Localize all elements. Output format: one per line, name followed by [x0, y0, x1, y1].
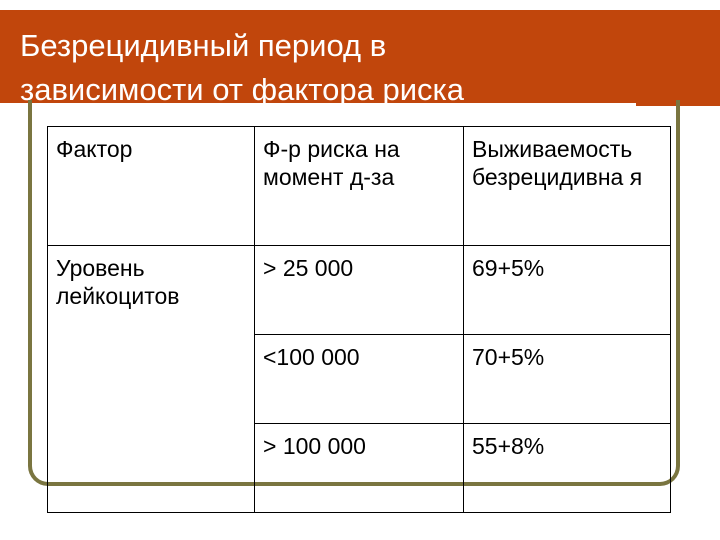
threshold-cell: <100 000 — [254, 334, 464, 424]
header-factor: Фактор — [47, 126, 255, 246]
header-survival: Выживаемость безрецидивна я — [463, 126, 671, 246]
threshold-cell: > 25 000 — [254, 245, 464, 335]
title-line-2: зависимости от фактора риска — [20, 72, 464, 107]
empty-cell — [47, 334, 255, 424]
threshold-cell: > 100 000 — [254, 423, 464, 513]
title-line-1: Безрецидивный период в — [20, 28, 387, 63]
title-bar: Безрецидивный период в зависимости от фа… — [0, 10, 720, 107]
header-risk-factor: Ф-р риска на момент д-за — [254, 126, 464, 246]
slide-title: Безрецидивный период в зависимости от фа… — [20, 24, 660, 112]
risk-table: Фактор Ф-р риска на момент д-за Выживаем… — [47, 126, 671, 513]
table-header-row: Фактор Ф-р риска на момент д-за Выживаем… — [47, 126, 671, 246]
empty-cell — [47, 423, 255, 513]
title-underline — [0, 103, 636, 106]
table-row: <100 000 70+5% — [47, 334, 671, 424]
row-label-leukocytes: Уровень лейкоцитов — [47, 245, 255, 335]
table-row: Уровень лейкоцитов > 25 000 69+5% — [47, 245, 671, 335]
survival-cell: 55+8% — [463, 423, 671, 513]
table-row: > 100 000 55+8% — [47, 423, 671, 513]
survival-cell: 69+5% — [463, 245, 671, 335]
survival-cell: 70+5% — [463, 334, 671, 424]
